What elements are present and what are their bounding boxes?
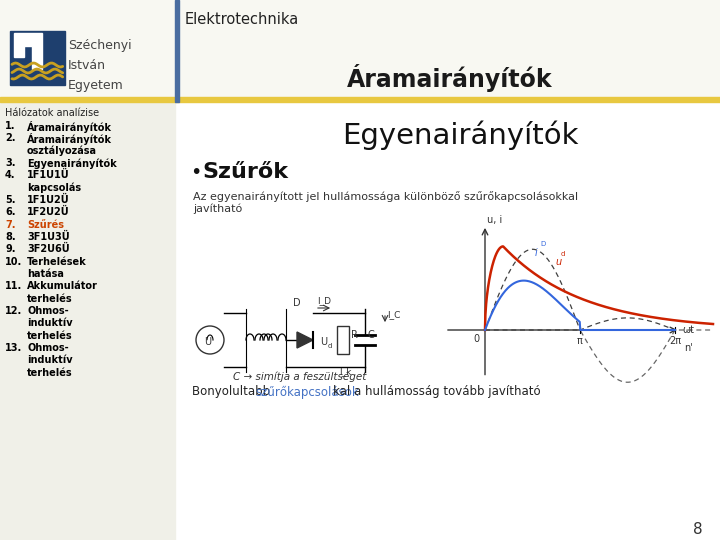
Text: Ohmos-: Ohmos- — [27, 343, 68, 353]
Text: 12.: 12. — [5, 306, 22, 316]
Text: 5.: 5. — [5, 195, 16, 205]
Text: kal a hullámosság tovább javítható: kal a hullámosság tovább javítható — [333, 386, 540, 399]
Text: U: U — [204, 337, 211, 347]
Text: Egyenairányítók: Egyenairányítók — [342, 120, 578, 150]
Text: n': n' — [685, 343, 693, 353]
Text: induktív: induktív — [27, 318, 73, 328]
Bar — [10, 31, 66, 85]
Text: •: • — [190, 163, 202, 181]
Text: 3.: 3. — [5, 158, 16, 168]
Text: 1F2U2Ü: 1F2U2Ü — [27, 207, 70, 218]
Text: C → simítja a feszültséget: C → simítja a feszültséget — [233, 372, 366, 382]
Text: Széchenyi: Széchenyi — [68, 39, 132, 52]
Text: 6.: 6. — [5, 207, 16, 217]
Text: d: d — [328, 343, 333, 349]
Text: I_C: I_C — [387, 310, 400, 320]
Polygon shape — [297, 332, 313, 348]
Text: 9.: 9. — [5, 244, 16, 254]
Text: Áramairányítók: Áramairányítók — [347, 64, 553, 92]
Text: 4.: 4. — [5, 170, 16, 180]
Text: D: D — [293, 298, 301, 308]
Text: 11.: 11. — [5, 281, 22, 291]
Text: U: U — [320, 337, 327, 347]
Text: I_D: I_D — [317, 296, 331, 305]
Text: I_k: I_k — [339, 367, 351, 376]
Text: d: d — [561, 251, 565, 257]
Text: R: R — [351, 330, 358, 340]
Text: 7.: 7. — [5, 220, 16, 229]
Bar — [175, 0, 179, 102]
Text: u: u — [555, 258, 561, 267]
Text: 10.: 10. — [5, 256, 22, 267]
Text: induktív: induktív — [27, 355, 73, 365]
Text: u, i: u, i — [487, 215, 503, 225]
Text: 3F1U3Ü: 3F1U3Ü — [27, 232, 70, 242]
Text: szűrőkapcsolások: szűrőkapcsolások — [255, 386, 359, 399]
Text: 0: 0 — [473, 334, 479, 344]
Bar — [337, 326, 349, 354]
Text: Szűrés: Szűrés — [27, 220, 64, 229]
Text: terhelés: terhelés — [27, 368, 73, 377]
Text: 8: 8 — [693, 523, 703, 537]
Polygon shape — [14, 33, 42, 69]
Bar — [0, 0, 720, 100]
Text: kapcsolás: kapcsolás — [27, 183, 81, 193]
Text: 1F1U2Ü: 1F1U2Ü — [27, 195, 70, 205]
Text: Egyetem: Egyetem — [68, 79, 124, 92]
Text: 2.: 2. — [5, 133, 16, 144]
Text: Áramairányítók: Áramairányítók — [27, 121, 112, 133]
Text: 2π: 2π — [669, 336, 681, 346]
Text: 8.: 8. — [5, 232, 16, 242]
Text: Akkumulátor: Akkumulátor — [27, 281, 98, 291]
Text: π: π — [577, 336, 583, 346]
Bar — [0, 102, 175, 540]
Text: ωt: ωt — [682, 325, 694, 335]
Text: 13.: 13. — [5, 343, 22, 353]
Text: Terhelések: Terhelések — [27, 256, 86, 267]
Text: 3F2U6Ü: 3F2U6Ü — [27, 244, 70, 254]
Text: 1.: 1. — [5, 121, 16, 131]
Text: javítható: javítható — [193, 203, 242, 213]
Text: Bonyolultabb: Bonyolultabb — [192, 386, 274, 399]
Text: Szűrők: Szűrők — [202, 162, 288, 182]
Text: hatása: hatása — [27, 269, 64, 279]
Text: Egyenairányítók: Egyenairányítók — [27, 158, 117, 168]
Text: osztályozása: osztályozása — [27, 146, 97, 156]
Text: István: István — [68, 59, 106, 72]
Bar — [0, 97, 720, 102]
Text: D: D — [540, 241, 545, 247]
Text: terhelés: terhelés — [27, 294, 73, 303]
Text: Ohmos-: Ohmos- — [27, 306, 68, 316]
Text: i: i — [535, 248, 538, 258]
Text: Áramairányítók: Áramairányítók — [27, 133, 112, 145]
Text: Elektrotechnika: Elektrotechnika — [185, 12, 300, 27]
Text: 1F1U1Ü: 1F1U1Ü — [27, 170, 70, 180]
Text: C: C — [368, 330, 374, 340]
Text: Hálózatok analízise: Hálózatok analízise — [5, 108, 99, 118]
Text: Az egyenairányított jel hullámossága különböző szűrőkapcsolásokkal: Az egyenairányított jel hullámossága kül… — [193, 191, 578, 202]
Text: terhelés: terhelés — [27, 330, 73, 341]
